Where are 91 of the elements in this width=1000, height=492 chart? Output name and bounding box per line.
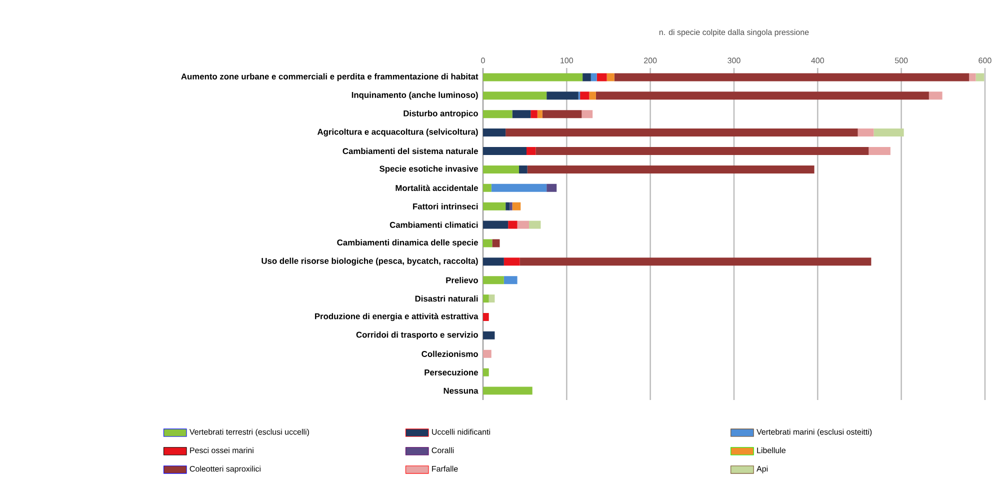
bar xyxy=(546,184,557,192)
y-tick-label: Cambiamenti climatici xyxy=(390,222,478,228)
bar xyxy=(504,276,518,284)
y-tick-label: Mortalità accidentale xyxy=(396,184,478,192)
bar xyxy=(580,92,590,100)
chart-title: n. di specie colpite dalla singola pressione xyxy=(659,29,809,37)
bar xyxy=(582,110,593,118)
bar xyxy=(483,92,547,100)
bar xyxy=(508,220,518,229)
bar xyxy=(492,239,500,248)
bar xyxy=(874,128,904,137)
bar xyxy=(483,239,492,248)
legend-label: Vertebrati marini (esclusi osteitti) xyxy=(756,428,872,436)
y-tick-label: Corridoi di trasporto e servizio xyxy=(356,332,478,340)
y-tick-label: Collezionismo xyxy=(422,350,478,357)
bar xyxy=(483,350,492,358)
bar xyxy=(483,147,527,155)
x-tick-label: 0 xyxy=(481,58,485,64)
bar xyxy=(483,110,512,118)
legend-label: Vertebrati terrestri (esclusi uccelli) xyxy=(189,428,309,436)
bar xyxy=(512,202,521,210)
bar xyxy=(589,92,596,100)
legend-label: Coleotteri saproxilici xyxy=(190,466,260,474)
y-tick-label: Aumento zone urbane e commerciali e perdita e frammentazione di habitat xyxy=(181,73,478,82)
bar xyxy=(582,73,591,82)
legend-label: Api xyxy=(756,466,768,474)
bar xyxy=(483,276,504,284)
bar xyxy=(483,202,506,210)
bar xyxy=(530,110,538,118)
y-tick-label: Nessuna xyxy=(444,388,478,394)
bar xyxy=(542,110,582,118)
y-tick-label: Prelievo xyxy=(446,277,478,284)
y-tick-label: Persecuzione xyxy=(424,369,478,376)
bar xyxy=(483,73,583,82)
bar xyxy=(590,73,597,82)
bar xyxy=(483,386,532,395)
x-tick-label: 200 xyxy=(644,58,657,64)
bar xyxy=(969,73,976,82)
y-tick-label: Specie esotiche invasive xyxy=(380,166,478,174)
legend-label: Uccelli nidificanti xyxy=(432,428,490,435)
bar xyxy=(504,258,520,266)
y-tick-label: Cambiamenti dinamica delle specie xyxy=(337,239,478,248)
bar xyxy=(483,128,506,137)
x-tick-label: 100 xyxy=(560,58,574,64)
bar xyxy=(517,220,530,229)
bar xyxy=(596,73,607,82)
bar xyxy=(483,294,489,303)
bar xyxy=(529,220,541,229)
bar xyxy=(596,92,929,100)
legend-label: Coralli xyxy=(432,447,454,454)
y-tick-label: Disastri naturali xyxy=(415,295,478,302)
bar xyxy=(606,73,614,82)
bar xyxy=(868,147,890,155)
bar xyxy=(527,165,814,174)
legend-label: Farfalle xyxy=(432,466,458,472)
bar xyxy=(976,73,984,82)
bar xyxy=(506,202,510,210)
y-tick-label: Agricoltura e acquacoltura (selvicoltura) xyxy=(317,128,478,136)
bar xyxy=(483,368,489,376)
bar xyxy=(546,92,578,100)
bar xyxy=(483,258,504,266)
y-tick-label: Produzione di energia e attività estrattiva xyxy=(315,313,478,321)
bar xyxy=(506,128,858,137)
bar xyxy=(520,258,872,266)
bar xyxy=(488,294,495,303)
y-tick-label: Fattori intrinseci xyxy=(413,203,478,210)
y-tick-label: Cambiamenti del sistema naturale xyxy=(342,148,478,154)
bar xyxy=(483,220,508,229)
y-tick-label: Inquinamento (anche luminoso) xyxy=(352,92,478,100)
legend-label: Libellule xyxy=(757,447,786,454)
bar xyxy=(483,165,519,174)
x-tick-label: 400 xyxy=(811,58,824,64)
x-tick-label: 500 xyxy=(894,58,908,64)
bar xyxy=(483,184,492,192)
bar xyxy=(526,147,536,155)
y-tick-label: Disturbo antropico xyxy=(404,110,478,118)
bar xyxy=(491,184,547,192)
bar xyxy=(510,202,512,210)
bar xyxy=(518,165,528,174)
bar xyxy=(536,147,869,155)
bar xyxy=(858,128,874,137)
x-tick-label: 300 xyxy=(728,58,740,64)
x-tick-label: 600 xyxy=(978,58,992,64)
bar xyxy=(483,312,489,321)
bar xyxy=(512,110,531,118)
bar xyxy=(928,92,942,100)
legend-label: Pesci ossei marini xyxy=(190,447,254,454)
bar xyxy=(614,73,970,82)
bar xyxy=(483,331,495,340)
y-tick-label: Uso delle risorse biologiche (pesca, bycatch, raccolta) xyxy=(262,258,478,266)
bar xyxy=(537,110,542,118)
